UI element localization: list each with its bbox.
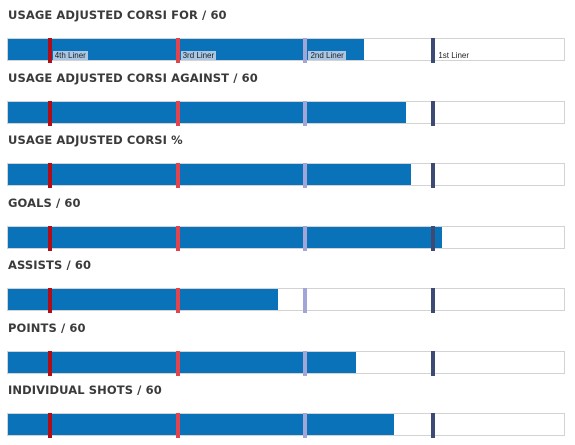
- metric-row: USAGE ADJUSTED CORSI FOR / 60 4th Liner 3r…: [0, 8, 575, 70]
- tier-marker: [431, 100, 436, 126]
- bar-track: [7, 163, 565, 188]
- metric-title: USAGE ADJUSTED CORSI %: [8, 133, 183, 147]
- metric-row: ASSISTS / 60: [0, 258, 575, 320]
- tier-marker: [175, 225, 180, 251]
- value-bar: [8, 414, 395, 435]
- tier-marker: [431, 38, 436, 63]
- value-bar: [8, 164, 412, 185]
- tier-marker-label: 3rd Liner: [180, 51, 217, 60]
- tier-marker: [303, 163, 308, 188]
- tier-marker: [431, 163, 436, 188]
- metric-title: ASSISTS / 60: [8, 258, 92, 272]
- metric-row: INDIVIDUAL SHOTS / 60: [0, 383, 575, 445]
- value-bar: [8, 289, 278, 310]
- metric-title: USAGE ADJUSTED CORSI AGAINST / 60: [8, 70, 258, 85]
- tier-marker: [303, 100, 308, 126]
- bar-track: [7, 288, 565, 313]
- tier-marker-label: 2nd Liner: [308, 51, 346, 60]
- tier-marker: [175, 163, 180, 188]
- tier-marker: [47, 163, 52, 188]
- tier-marker: [47, 100, 52, 126]
- value-bar: [8, 351, 356, 373]
- tier-marker: [175, 100, 180, 126]
- tier-marker: [303, 288, 308, 313]
- tier-marker: [431, 288, 436, 313]
- tier-marker: [47, 413, 52, 438]
- tier-marker: [431, 225, 436, 251]
- tier-marker: [47, 288, 52, 313]
- metric-row: POINTS / 60: [0, 321, 575, 383]
- tier-marker: [175, 38, 180, 63]
- tier-marker: [47, 38, 52, 63]
- bar-track: [7, 413, 565, 438]
- metric-row: GOALS / 60: [0, 196, 575, 258]
- metric-title: USAGE ADJUSTED CORSI FOR / 60: [8, 8, 227, 22]
- tier-marker-label: 1st Liner: [438, 51, 470, 60]
- tier-marker: [175, 350, 180, 376]
- value-bar: [8, 226, 442, 248]
- tier-marker: [431, 413, 436, 438]
- tier-marker-label: 4th Liner: [52, 51, 88, 60]
- tier-marker: [431, 350, 436, 376]
- tier-marker: [303, 225, 308, 251]
- metric-title: GOALS / 60: [8, 195, 81, 210]
- tier-marker: [47, 350, 52, 376]
- metric-title: INDIVIDUAL SHOTS / 60: [8, 383, 162, 397]
- value-bar: [8, 39, 364, 60]
- bar-track: [7, 225, 565, 251]
- bar-track: [7, 100, 565, 126]
- tier-marker: [175, 413, 180, 438]
- tier-marker: [303, 413, 308, 438]
- metric-title: POINTS / 60: [8, 320, 86, 335]
- tier-marker: [303, 38, 308, 63]
- metric-row: USAGE ADJUSTED CORSI %: [0, 133, 575, 195]
- tier-marker: [47, 225, 52, 251]
- tier-marker: [303, 350, 308, 376]
- tier-marker: [175, 288, 180, 313]
- value-bar: [8, 101, 406, 123]
- bar-track: 4th Liner 3rd Liner 2nd Liner 1st Liner: [7, 38, 565, 63]
- metric-row: USAGE ADJUSTED CORSI AGAINST / 60: [0, 71, 575, 133]
- bar-track: [7, 350, 565, 376]
